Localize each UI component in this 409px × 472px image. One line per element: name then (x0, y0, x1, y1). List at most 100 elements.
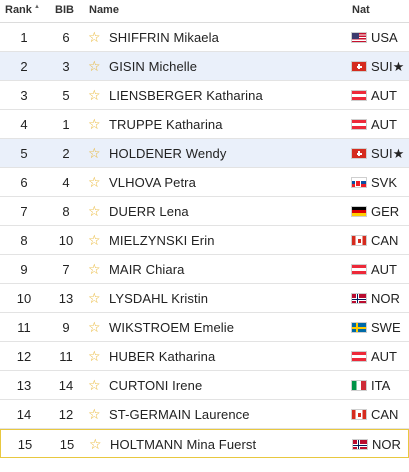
nor-flag-icon (351, 293, 367, 304)
table-row[interactable]: 1 6 ☆ SHIFFRIN Mikaela USA (0, 23, 409, 52)
athlete-name-link[interactable]: SHIFFRIN Mikaela (109, 30, 219, 45)
bib-cell: 15 (59, 437, 75, 452)
usa-flag-icon (351, 32, 367, 43)
athlete-name-link[interactable]: MAIR Chiara (109, 262, 185, 277)
table-row[interactable]: 4 1 ☆ TRUPPE Katharina AUT (0, 110, 409, 139)
nat-header[interactable]: Nat (352, 4, 370, 16)
rank-cell: 12 (16, 349, 32, 364)
favorite-star-icon[interactable]: ☆ (88, 116, 101, 132)
favorite-star-icon[interactable]: ☆ (88, 174, 101, 190)
sui-flag-icon (351, 148, 367, 159)
table-header: Rank ▲ BIB Name Nat (0, 0, 409, 23)
rank-cell: 11 (17, 320, 31, 335)
can-flag-icon (351, 235, 367, 246)
aut-flag-icon (351, 119, 367, 130)
table-body: 1 6 ☆ SHIFFRIN Mikaela USA 2 3 ☆ GISIN Michelle S… (0, 23, 409, 458)
bib-cell: 3 (62, 59, 70, 74)
swe-flag-icon (351, 322, 367, 333)
athlete-name-link[interactable]: TRUPPE Katharina (109, 117, 223, 132)
bib-cell: 13 (58, 291, 74, 306)
results-table: Rank ▲ BIB Name Nat 1 6 ☆ SHIFFRIN Mikaela U… (0, 0, 409, 458)
athlete-name-link[interactable]: CURTONI Irene (109, 378, 203, 393)
table-row[interactable]: 3 5 ☆ LIENSBERGER Katharina AUT (0, 81, 409, 110)
favorite-star-icon[interactable]: ☆ (88, 261, 101, 277)
favorite-star-icon[interactable]: ☆ (88, 87, 101, 103)
athlete-name-link[interactable]: LYSDAHL Kristin (109, 291, 209, 306)
favorite-star-icon[interactable]: ☆ (89, 436, 102, 452)
athlete-name-link[interactable]: GISIN Michelle (109, 59, 198, 74)
ger-flag-icon (351, 206, 367, 217)
bib-cell: 4 (62, 175, 70, 190)
table-row[interactable]: 9 7 ☆ MAIR Chiara AUT (0, 255, 409, 284)
name-header[interactable]: Name (89, 4, 119, 16)
sort-arrow-icon[interactable]: ▲ (34, 4, 40, 10)
nation-cell: SWE (371, 320, 401, 335)
rank-cell: 10 (16, 291, 32, 306)
bib-cell: 6 (62, 30, 70, 45)
bib-cell: 14 (58, 378, 74, 393)
rank-cell: 13 (16, 378, 32, 393)
nation-cell: AUT (371, 117, 397, 132)
favorite-star-icon[interactable]: ☆ (88, 232, 101, 248)
nation-cell: NOR (371, 291, 400, 306)
sui-flag-icon (351, 61, 367, 72)
rank-cell: 15 (17, 437, 33, 452)
favorite-star-icon[interactable]: ☆ (88, 406, 101, 422)
favorite-star-icon[interactable]: ☆ (88, 377, 101, 393)
favorite-star-icon[interactable]: ☆ (88, 348, 101, 364)
nation-cell: CAN (371, 407, 399, 422)
favorite-star-icon[interactable]: ☆ (88, 145, 101, 161)
nation-cell: SUI★ (371, 146, 405, 161)
rank-cell: 3 (20, 88, 28, 103)
rank-cell: 14 (16, 407, 32, 422)
table-row[interactable]: 2 3 ☆ GISIN Michelle SUI★ (0, 52, 409, 81)
table-row[interactable]: 5 2 ☆ HOLDENER Wendy SUI★ (0, 139, 409, 168)
rank-cell: 5 (20, 146, 28, 161)
nation-cell: ITA (371, 378, 391, 393)
rank-cell: 4 (20, 117, 28, 132)
athlete-name-link[interactable]: HUBER Katharina (109, 349, 216, 364)
rank-cell: 6 (20, 175, 28, 190)
aut-flag-icon (351, 351, 367, 362)
favorite-star-icon[interactable]: ☆ (88, 29, 101, 45)
ita-flag-icon (351, 380, 367, 391)
athlete-name-link[interactable]: MIELZYNSKI Erin (109, 233, 215, 248)
svk-flag-icon (351, 177, 367, 188)
bib-cell: 7 (62, 262, 70, 277)
athlete-name-link[interactable]: LIENSBERGER Katharina (109, 88, 263, 103)
athlete-name-link[interactable]: WIKSTROEM Emelie (109, 320, 235, 335)
nation-cell: AUT (371, 262, 397, 277)
table-row[interactable]: 15 15 ☆ HOLTMANN Mina Fuerst NOR (0, 429, 409, 458)
nation-cell: GER (371, 204, 400, 219)
table-row[interactable]: 8 10 ☆ MIELZYNSKI Erin CAN (0, 226, 409, 255)
can-flag-icon (351, 409, 367, 420)
bib-header[interactable]: BIB (55, 4, 74, 16)
nation-cell: AUT (371, 349, 397, 364)
table-row[interactable]: 12 11 ☆ HUBER Katharina AUT (0, 342, 409, 371)
rank-cell: 7 (20, 204, 28, 219)
nation-cell: USA (371, 30, 398, 45)
athlete-name-link[interactable]: VLHOVA Petra (109, 175, 196, 190)
rank-header[interactable]: Rank (5, 4, 32, 16)
table-row[interactable]: 6 4 ☆ VLHOVA Petra SVK (0, 168, 409, 197)
athlete-name-link[interactable]: ST-GERMAIN Laurence (109, 407, 250, 422)
table-row[interactable]: 11 9 ☆ WIKSTROEM Emelie SWE (0, 313, 409, 342)
athlete-name-link[interactable]: DUERR Lena (109, 204, 189, 219)
table-row[interactable]: 14 12 ☆ ST-GERMAIN Laurence CAN (0, 400, 409, 429)
rank-cell: 8 (20, 233, 28, 248)
bib-cell: 8 (62, 204, 70, 219)
aut-flag-icon (351, 90, 367, 101)
bib-cell: 9 (62, 320, 70, 335)
favorite-star-icon[interactable]: ☆ (88, 203, 101, 219)
bib-cell: 2 (62, 146, 70, 161)
table-row[interactable]: 7 8 ☆ DUERR Lena GER (0, 197, 409, 226)
favorite-star-icon[interactable]: ☆ (88, 319, 101, 335)
bib-cell: 5 (62, 88, 70, 103)
athlete-name-link[interactable]: HOLTMANN Mina Fuerst (110, 437, 257, 452)
table-row[interactable]: 10 13 ☆ LYSDAHL Kristin NOR (0, 284, 409, 313)
table-row[interactable]: 13 14 ☆ CURTONI Irene ITA (0, 371, 409, 400)
athlete-name-link[interactable]: HOLDENER Wendy (109, 146, 227, 161)
favorite-star-icon[interactable]: ☆ (88, 58, 101, 74)
favorite-star-icon[interactable]: ☆ (88, 290, 101, 306)
nation-cell: SUI★ (371, 59, 405, 74)
